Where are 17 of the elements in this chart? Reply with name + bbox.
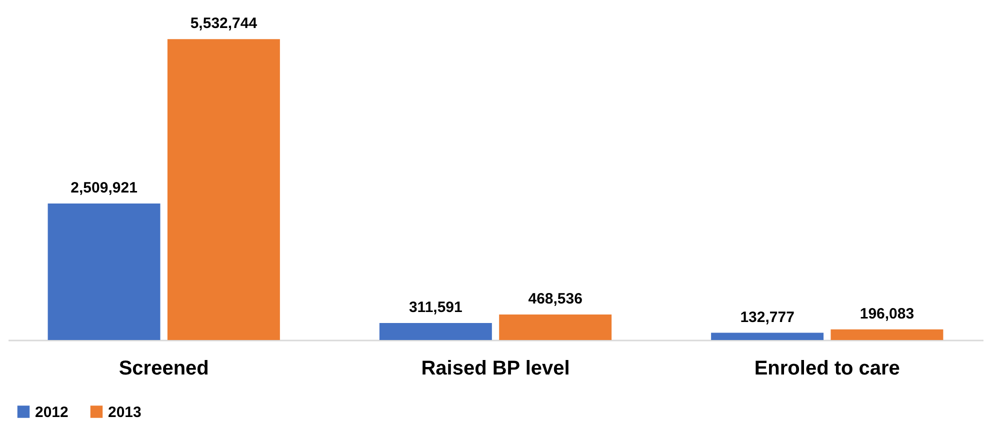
- data-label: 196,083: [860, 305, 914, 322]
- x-tick-label: Enroled to care: [754, 358, 900, 380]
- bar: [711, 332, 824, 340]
- bar: [48, 204, 160, 340]
- bar: [167, 39, 280, 340]
- bar: [499, 314, 612, 340]
- legend-label: 2013: [108, 404, 142, 421]
- x-tick-label: Screened: [118, 358, 209, 380]
- bar: [830, 329, 944, 340]
- data-label: 132,777: [740, 308, 794, 326]
- data-label: 2,509,921: [70, 180, 138, 197]
- data-label: 5,532,744: [190, 15, 258, 32]
- data-label: 311,591: [408, 299, 462, 316]
- bar: [379, 323, 492, 340]
- x-tick-label: Raised BP level: [421, 358, 570, 380]
- data-label: 468,536: [528, 290, 582, 308]
- legend-label: 2012: [35, 404, 68, 421]
